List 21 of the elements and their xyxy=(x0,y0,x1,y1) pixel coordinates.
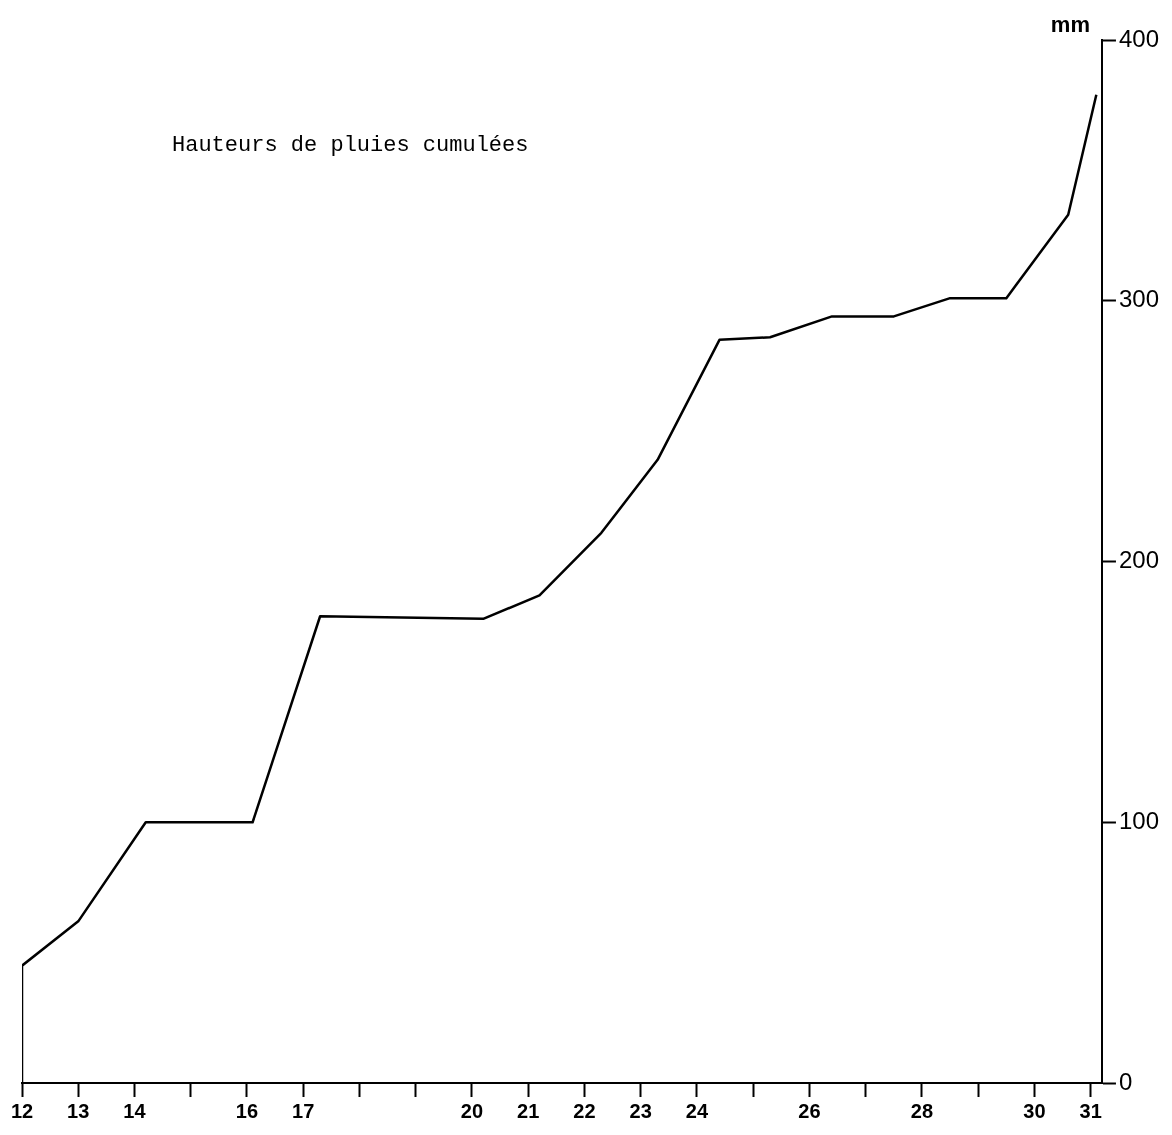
y-tick-label: 100 xyxy=(1118,806,1159,834)
x-tick-label: 12 xyxy=(10,1099,34,1122)
text: Hauteurs de pluies cumulées xyxy=(172,132,529,158)
x-tick-label: 16 xyxy=(235,1099,259,1122)
x-tick-label: 26 xyxy=(798,1099,821,1122)
x-tick-label: 14 xyxy=(123,1099,147,1122)
x-tick-label: 28 xyxy=(910,1099,934,1122)
x-tick-label: 17 xyxy=(292,1099,315,1122)
y-axis-title: mm xyxy=(1050,12,1090,38)
x-tick-label: 21 xyxy=(517,1099,540,1122)
x-tick-label: 23 xyxy=(629,1099,652,1122)
x-tick-label: 22 xyxy=(573,1099,596,1122)
x-tick-label: 20 xyxy=(460,1099,484,1122)
x-tick-label: 13 xyxy=(67,1099,90,1122)
y-tick-label: 200 xyxy=(1118,546,1159,574)
y-tick-label: 400 xyxy=(1118,24,1159,52)
x-tick-label: 30 xyxy=(1023,1099,1046,1122)
x-tick-label: 24 xyxy=(685,1099,709,1122)
x-tick-label: 31 xyxy=(1079,1099,1102,1122)
y-tick-label: 0 xyxy=(1118,1067,1133,1095)
y-tick-label: 300 xyxy=(1118,285,1159,313)
